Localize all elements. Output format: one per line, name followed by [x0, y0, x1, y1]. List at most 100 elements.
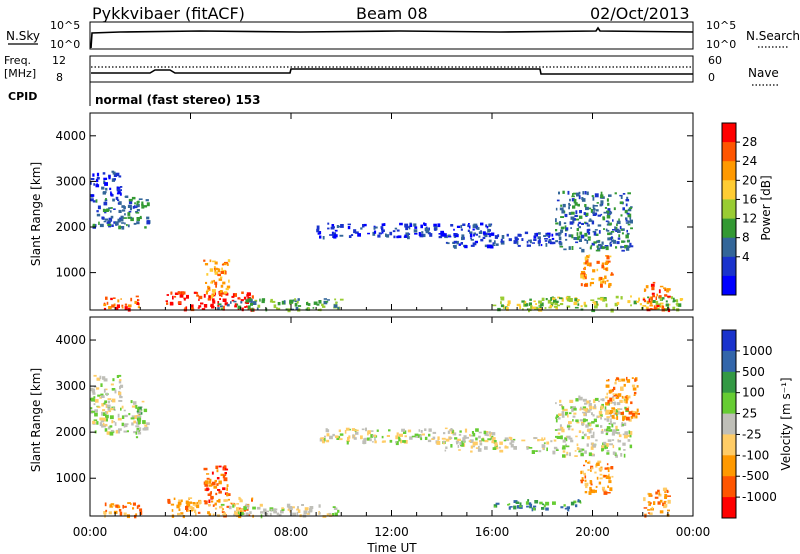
power-echo-cell: [197, 307, 200, 309]
velocity-echo-cell: [108, 511, 112, 515]
velocity-echo-cell: [118, 400, 123, 402]
velocity-echo-cell: [603, 441, 607, 445]
velocity-echo-cell: [565, 443, 567, 447]
velocity-echo-cell: [469, 434, 473, 437]
velocity-echo-cell: [297, 506, 299, 510]
power-echo-cell: [500, 241, 504, 243]
power-echo-cell: [207, 285, 210, 289]
power-echo-region: [103, 295, 141, 312]
velocity-echo-cell: [614, 409, 619, 413]
power-echo-cell: [627, 192, 631, 195]
velocity-echo-cell: [176, 504, 180, 509]
power-echo-cell: [90, 198, 94, 202]
velocity-echo-cell: [228, 505, 232, 510]
velocity-echo-cell: [588, 452, 592, 457]
power-echo-cell: [664, 288, 667, 292]
power-echo-cell: [587, 231, 591, 235]
power-echo-cell: [248, 299, 253, 303]
power-ytick-label: 3000: [55, 174, 86, 188]
power-echo-cell: [565, 238, 568, 241]
power-echo-cell: [307, 303, 311, 306]
power-echo-cell: [596, 245, 599, 248]
power-echo-cell: [261, 298, 266, 302]
power-echo-cell: [480, 222, 484, 226]
power-echo-cell: [580, 274, 584, 279]
power-echo-cell: [573, 218, 576, 221]
velocity-echo-cell: [509, 437, 513, 441]
power-echo-cell: [620, 246, 625, 248]
power-echo-cell: [543, 235, 546, 237]
velocity-echo-cell: [445, 438, 450, 442]
power-echo-cell: [563, 248, 567, 251]
power-echo-cell: [576, 192, 580, 197]
power-echo-cell: [578, 235, 581, 238]
power-echo-cell: [630, 304, 632, 307]
power-echo-cell: [553, 306, 558, 308]
power-echo-cell: [113, 303, 116, 307]
power-echo-cell: [596, 240, 600, 243]
power-echo-cell: [469, 233, 473, 238]
power-echo-cell: [143, 205, 148, 208]
velocity-echo-cell: [333, 507, 338, 510]
power-echo-cell: [462, 223, 466, 226]
velocity-echo-cell: [266, 510, 270, 513]
power-echo-cell: [544, 238, 548, 240]
power-echo-cell: [606, 255, 610, 260]
velocity-echo-cell: [414, 433, 419, 437]
velocity-echo-cell: [465, 436, 469, 439]
power-echo-cell: [594, 305, 598, 309]
velocity-echo-cell: [615, 413, 618, 416]
power-echo-region: [580, 254, 614, 288]
power-echo-cell: [380, 226, 384, 229]
velocity-echo-cell: [102, 412, 107, 416]
time-tick-label: 04:00: [173, 525, 208, 539]
power-echo-cell: [508, 238, 512, 242]
velocity-echo-cell: [618, 447, 621, 451]
velocity-echo-cell: [560, 426, 564, 430]
nsearch-label: N.Search: [746, 29, 800, 43]
power-echo-cell: [478, 235, 481, 238]
velocity-echo-cell: [499, 446, 501, 449]
power-echo-cell: [464, 245, 468, 249]
power-echo-cell: [586, 240, 589, 244]
velocity-echo-cell: [143, 408, 148, 413]
velocity-echo-cell: [309, 506, 314, 509]
velocity-echo-cell: [539, 501, 543, 505]
power-echo-cell: [222, 298, 227, 302]
power-echo-cell: [578, 195, 581, 199]
velocity-echo-cell: [487, 438, 492, 441]
power-echo-cell: [397, 235, 402, 239]
velocity-echo-cell: [204, 480, 209, 485]
power-colorbar-swatch: [722, 199, 736, 219]
power-echo-cell: [273, 304, 277, 309]
velocity-echo-cell: [580, 452, 584, 457]
velocity-echo-cell: [607, 492, 611, 494]
power-echo-cell: [521, 238, 524, 241]
power-echo-cell: [128, 210, 132, 213]
velocity-echo-cell: [332, 506, 336, 508]
velocity-echo-cell: [620, 411, 624, 415]
power-echo-cell: [651, 296, 653, 301]
power-echo-cell: [500, 301, 502, 305]
power-echo-cell: [282, 302, 285, 304]
power-echo-cell: [544, 240, 548, 242]
power-echo-cell: [555, 207, 558, 211]
power-echo-cell: [603, 228, 605, 230]
power-echo-cell: [602, 217, 606, 221]
power-echo-cell: [246, 305, 248, 308]
velocity-echo-cell: [104, 428, 108, 432]
power-echo-cell: [339, 234, 344, 237]
velocity-echo-cell: [232, 502, 234, 505]
power-echo-cell: [656, 293, 658, 297]
velocity-echo-cell: [596, 462, 600, 466]
velocity-echo-cell: [219, 506, 223, 509]
power-echo-cell: [585, 258, 589, 263]
power-echo-cell: [121, 306, 124, 309]
power-echo-cell: [600, 283, 603, 288]
velocity-echo-cell: [458, 449, 461, 451]
velocity-echo-cell: [615, 429, 620, 431]
power-echo-cell: [329, 234, 333, 236]
velocity-echo-cell: [188, 497, 193, 499]
power-echo-cell: [609, 211, 613, 214]
power-echo-cell: [419, 233, 424, 238]
